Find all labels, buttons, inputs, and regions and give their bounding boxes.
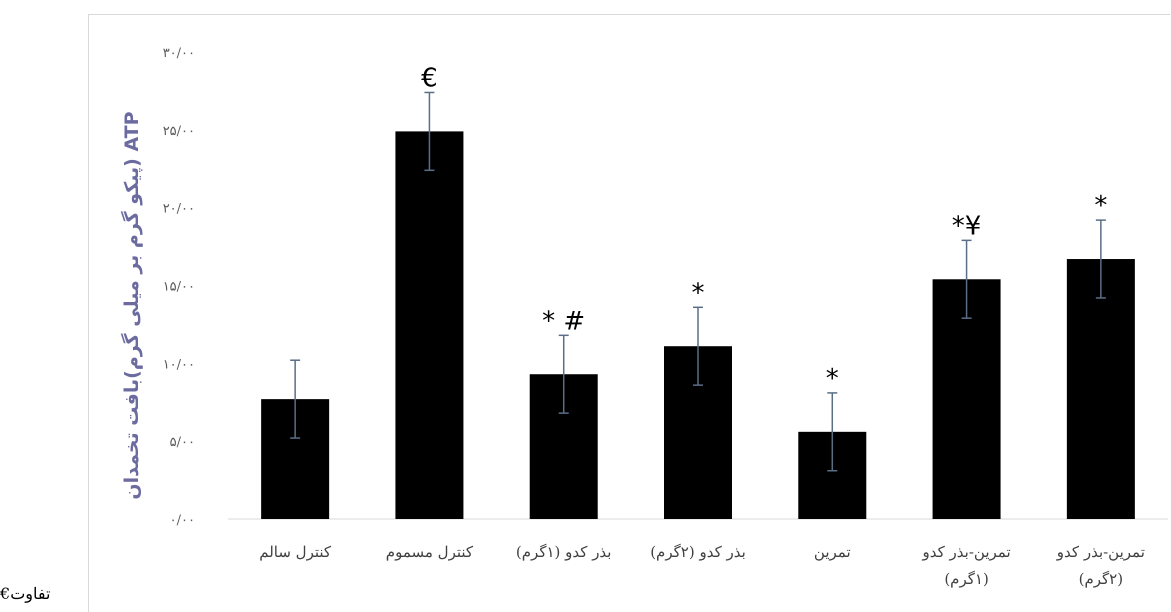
significance-marker: * #	[542, 306, 585, 336]
y-tick-label: ۱۵/۰۰	[163, 280, 195, 295]
significance-marker: *¥	[952, 211, 982, 241]
y-tick-label: ۳۰/۰۰	[163, 46, 195, 61]
significance-marker: *	[692, 278, 705, 308]
corner-note: €تفاوت	[0, 584, 51, 603]
y-axis-title: ATP (پیکو گرم بر میلی گرم)بافت تخمدان	[120, 111, 143, 499]
x-tick-label: (۱گرم)	[944, 570, 988, 588]
y-tick-label: ۲۰/۰۰	[163, 202, 195, 217]
x-tick-label: بذر کدو (۱گرم)	[516, 543, 612, 561]
x-tick-label: (۲گرم)	[1079, 570, 1123, 588]
significance-marker: *	[826, 364, 839, 394]
x-tick-label: بذر کدو (۲گرم)	[650, 543, 746, 561]
bar	[395, 131, 464, 519]
y-tick-label: ۰/۰۰	[170, 513, 195, 528]
x-tick-label: کنترل مسموم	[386, 543, 474, 561]
bar	[932, 279, 1001, 519]
y-tick-label: ۵/۰۰	[170, 435, 195, 450]
y-tick-label: ۱۰/۰۰	[163, 357, 195, 372]
bar	[1066, 259, 1135, 519]
x-tick-label: تمرین-بذر کدو	[922, 543, 1011, 561]
chart-frame	[88, 14, 1170, 612]
x-tick-label: تمرین-بذر کدو	[1056, 543, 1145, 561]
x-tick-label: تمرین	[814, 543, 851, 561]
significance-marker: €	[421, 63, 438, 93]
significance-marker: *	[1094, 191, 1107, 221]
x-tick-label: کنترل سالم	[259, 543, 332, 561]
y-tick-label: ۲۵/۰۰	[163, 124, 195, 139]
